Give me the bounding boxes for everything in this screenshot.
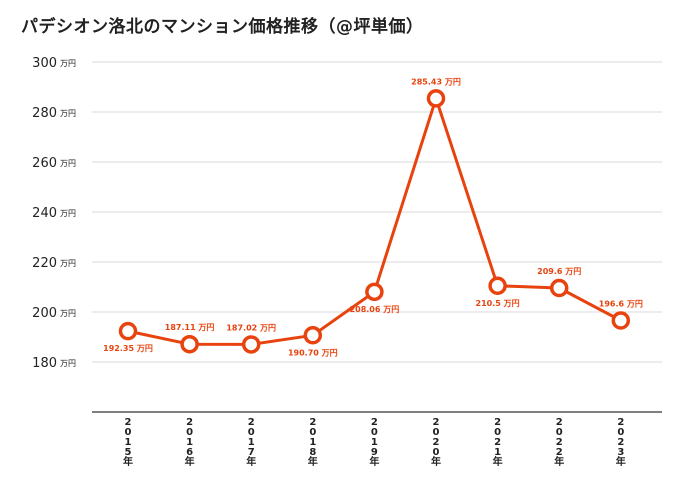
data-points — [118, 89, 631, 354]
data-label: 187.02 万円 — [226, 323, 276, 332]
x-axis-labels: 2015年2016年2017年2018年2019年2020年2021年2022年… — [123, 417, 626, 468]
y-tick-unit: 万円 — [60, 309, 76, 318]
x-tick-char: 7 — [248, 447, 255, 458]
x-tick-char: 9 — [371, 447, 378, 458]
x-tick-char: 2 — [494, 437, 501, 448]
gridlines — [92, 61, 662, 363]
x-tick-char: 0 — [433, 427, 440, 438]
y-tick-unit: 万円 — [60, 59, 76, 68]
x-tick-char: 1 — [371, 437, 378, 448]
x-tick-char: 0 — [371, 427, 378, 438]
x-tick-char: 0 — [433, 447, 440, 458]
y-tick-label: 220 — [32, 256, 57, 271]
data-label: 208.06 万円 — [350, 305, 400, 314]
data-point — [303, 326, 323, 345]
x-tick-char: 年 — [431, 455, 441, 468]
data-point — [426, 89, 446, 108]
x-tick-char: 0 — [248, 427, 255, 438]
x-tick-char: 年 — [308, 455, 318, 468]
x-tick-char: 2 — [556, 447, 563, 458]
x-tick-char: 0 — [617, 427, 624, 438]
data-labels: 192.35 万円 187.11 万円 187.02 万円 190.70 万円 208.… — [103, 77, 643, 357]
data-point — [365, 282, 384, 302]
data-point — [611, 311, 631, 330]
x-tick-char: 年 — [616, 455, 626, 468]
x-tick-char: 2 — [556, 437, 563, 448]
x-tick-char: 1 — [248, 437, 255, 448]
y-tick-label: 240 — [32, 206, 57, 221]
x-tick-char: 6 — [186, 447, 193, 458]
data-label: 209.6 万円 — [537, 267, 581, 276]
x-tick-char: 1 — [125, 437, 132, 448]
y-tick-unit: 万円 — [60, 109, 76, 118]
x-tick-char: 2 — [433, 417, 440, 428]
y-tick-label: 260 — [32, 156, 57, 171]
x-tick-char: 2 — [433, 437, 440, 448]
data-label: 192.35 万円 — [103, 344, 153, 353]
x-tick-char: 2 — [248, 417, 255, 428]
x-tick-char: 2 — [309, 417, 316, 428]
y-tick-label: 300 — [32, 56, 57, 71]
x-tick-char: 2 — [186, 417, 193, 428]
y-tick-unit: 万円 — [60, 259, 76, 268]
x-tick-char: 0 — [309, 427, 316, 438]
data-label: 196.6 万円 — [599, 300, 643, 309]
x-tick-char: 0 — [125, 427, 132, 438]
data-point — [488, 276, 507, 295]
y-tick-unit: 万円 — [60, 359, 76, 368]
x-tick-char: 0 — [556, 427, 563, 438]
y-tick-label: 280 — [32, 106, 57, 121]
x-tick-char: 年 — [123, 455, 133, 468]
x-tick-char: 年 — [493, 455, 503, 468]
data-point — [549, 278, 569, 298]
x-tick-char: 8 — [309, 447, 316, 458]
data-label: 210.5 万円 — [476, 299, 520, 308]
data-point — [180, 334, 199, 354]
x-tick-char: 5 — [125, 447, 132, 458]
x-tick-char: 1 — [186, 437, 193, 448]
x-tick-char: 2 — [617, 437, 624, 448]
x-tick-char: 年 — [185, 455, 195, 468]
chart-title: パデシオン洛北のマンション価格推移（@坪単価） — [21, 17, 424, 37]
x-tick-char: 2 — [494, 417, 501, 428]
data-label: 187.11 万円 — [165, 323, 215, 332]
x-tick-char: 3 — [617, 447, 624, 458]
x-tick-char: 年 — [246, 455, 256, 468]
x-tick-char: 0 — [494, 427, 501, 438]
y-tick-unit: 万円 — [60, 209, 76, 218]
x-tick-char: 2 — [617, 417, 624, 428]
data-point — [118, 321, 138, 341]
x-tick-char: 1 — [309, 437, 316, 448]
data-label: 285.43 万円 — [411, 77, 461, 86]
x-tick-char: 2 — [125, 417, 132, 428]
y-tick-unit: 万円 — [60, 159, 76, 168]
x-tick-char: 年 — [554, 455, 564, 468]
x-tick-char: 2 — [371, 417, 378, 428]
y-tick-label: 180 — [32, 356, 57, 371]
data-point — [241, 335, 261, 354]
data-label: 190.70 万円 — [288, 348, 338, 357]
x-tick-char: 0 — [186, 427, 193, 438]
y-tick-label: 200 — [32, 306, 57, 321]
x-tick-char: 2 — [556, 417, 563, 428]
x-tick-char: 1 — [494, 447, 501, 458]
x-tick-char: 年 — [369, 455, 379, 468]
